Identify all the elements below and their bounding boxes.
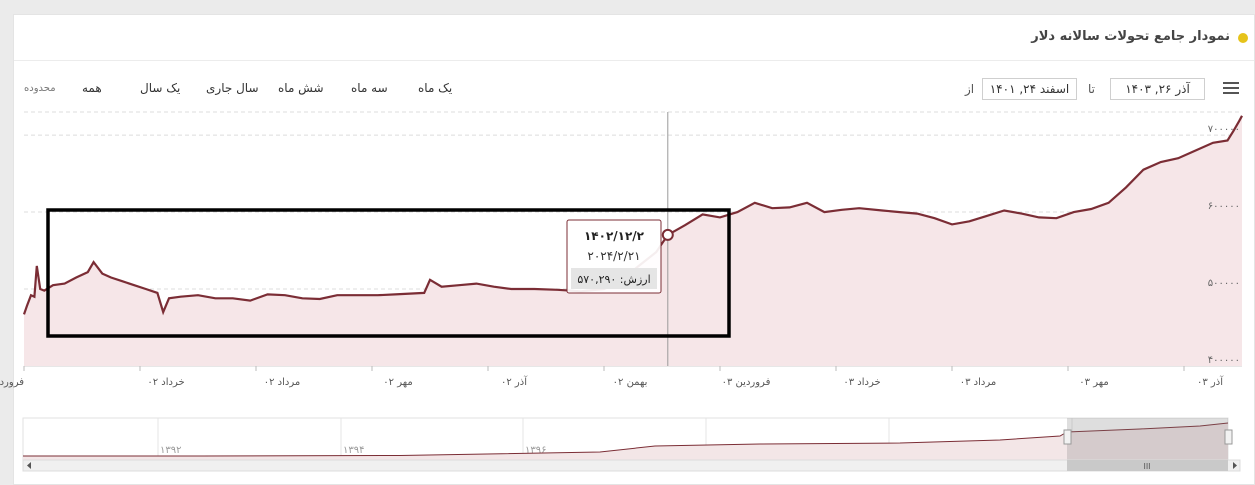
- chart-header: نمودار جامع تحولات سالانه دلار: [14, 15, 1254, 61]
- navigator-area: [23, 423, 1228, 460]
- toolbar: محدوده همه یک سال سال جاری شش ماه سه ماه…: [14, 75, 1254, 105]
- from-label: از: [965, 82, 975, 96]
- title-dot-icon: [1238, 33, 1248, 43]
- to-date-input[interactable]: آذر ۲۶, ۱۴۰۳: [1110, 78, 1205, 100]
- scrollbar-thumb[interactable]: [1067, 460, 1228, 471]
- x-tick-label: مهر ۰۳: [1079, 377, 1108, 388]
- to-label: تا: [1088, 82, 1095, 96]
- navigator: ۱۳۹۲۱۳۹۴۱۳۹۶۱۳۹۸۱۴۰۰۱۴۰۲: [22, 417, 1233, 461]
- x-tick-label: فروردین ۰۳: [722, 377, 771, 388]
- scroll-left-icon[interactable]: [27, 462, 31, 469]
- range-button-all[interactable]: همه: [82, 81, 102, 95]
- y-tick-label: ۴۰۰۰۰۰: [1208, 355, 1240, 366]
- x-axis-ticks: فروردین ۰۲ خرداد ۰۲ مرداد ۰۲ مهر ۰۲ آذر ۰۲ به…: [0, 366, 1224, 388]
- y-tick-label: ۵۰۰۰۰۰: [1208, 278, 1240, 289]
- selection-box: [46, 208, 731, 338]
- scroll-right-icon[interactable]: [1233, 462, 1237, 469]
- tooltip-date-gregorian: ۲۰۲۴/۲/۲۱: [587, 249, 640, 263]
- scrollbar[interactable]: III: [22, 459, 1241, 472]
- series-area: [24, 115, 1242, 366]
- x-tick-label: مرداد ۰۳: [960, 377, 997, 388]
- x-tick-label: خرداد ۰۲: [147, 377, 184, 388]
- x-tick-label: بهمن ۰۲: [613, 377, 648, 388]
- navigator-selection[interactable]: [1067, 418, 1228, 460]
- range-button-3m[interactable]: سه ماه: [351, 81, 388, 95]
- zoom-label: محدوده: [24, 83, 56, 94]
- navigator-line: [23, 422, 1229, 457]
- range-button-1m[interactable]: یک ماه: [418, 81, 453, 95]
- x-tick-label: خرداد ۰۳: [843, 377, 880, 388]
- range-button-6m[interactable]: شش ماه: [278, 81, 324, 95]
- range-button-1y[interactable]: یک سال: [140, 81, 181, 95]
- range-button-ytd[interactable]: سال جاری: [206, 81, 259, 95]
- navigator-handle-right[interactable]: [1224, 429, 1233, 445]
- x-tick-label: فروردین ۰۲: [0, 377, 24, 388]
- x-tick-label: مرداد ۰۲: [264, 377, 301, 388]
- page-title: نمودار جامع تحولات سالانه دلار: [1031, 29, 1230, 44]
- y-tick-label: ۷۰۰۰۰۰: [1208, 124, 1240, 135]
- tooltip-date-jalali: ۱۴۰۲/۱۲/۲: [584, 229, 645, 243]
- y-tick-label: ۶۰۰۰۰۰: [1208, 201, 1240, 212]
- x-tick-label: مهر ۰۲: [383, 377, 412, 388]
- series-line: [22, 115, 1243, 316]
- navigator-label: ۱۳۹۶: [525, 445, 546, 456]
- from-date-input[interactable]: اسفند ۲۴, ۱۴۰۱: [982, 78, 1077, 100]
- tooltip-value: ارزش: ۵۷۰,۲۹۰: [577, 273, 650, 286]
- x-tick-label: آذر ۰۲: [501, 375, 528, 388]
- navigator-label: ۱۳۹۲: [160, 445, 181, 456]
- tooltip: ۱۴۰۲/۱۲/۲ ۲۰۲۴/۲/۲۱ ارزش: ۵۷۰,۲۹۰: [566, 219, 662, 294]
- menu-icon[interactable]: [1223, 79, 1241, 99]
- highlighted-point[interactable]: [661, 228, 674, 241]
- navigator-handle-left[interactable]: [1063, 429, 1072, 445]
- x-tick-label: آذر ۰۳: [1197, 375, 1224, 388]
- navigator-label: ۱۳۹۴: [343, 445, 364, 456]
- y-axis-ticks: ۴۰۰۰۰۰ ۵۰۰۰۰۰ ۶۰۰۰۰۰ ۷۰۰۰۰۰: [1208, 124, 1240, 366]
- scrollbar-grip-icon: III: [1143, 462, 1150, 471]
